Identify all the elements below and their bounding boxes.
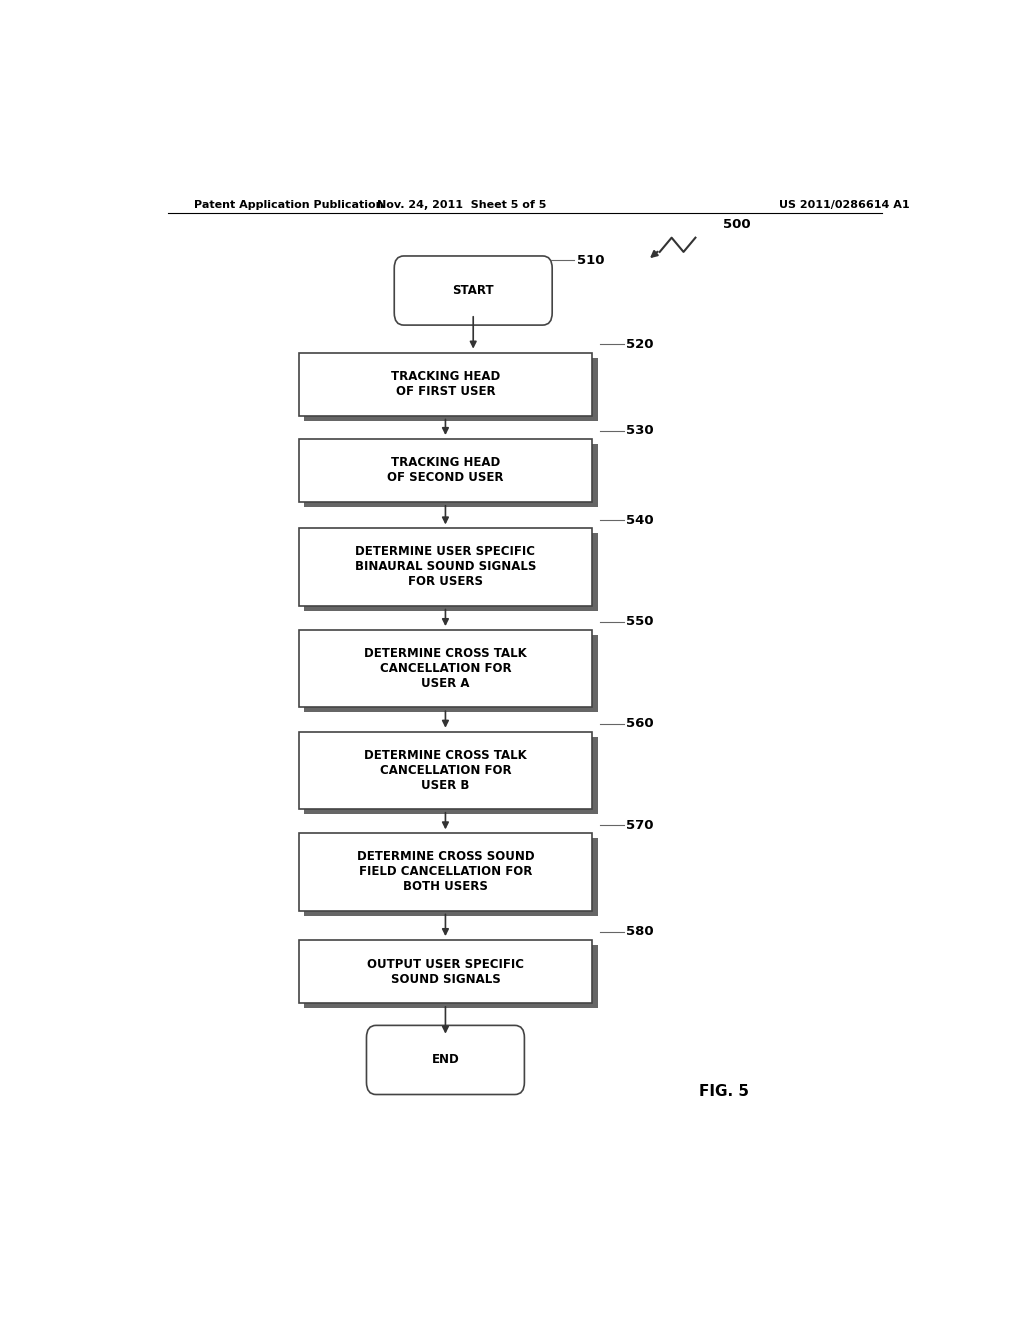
Text: 540: 540 — [627, 513, 654, 527]
Text: 580: 580 — [627, 925, 654, 939]
Text: DETERMINE CROSS TALK
CANCELLATION FOR
USER B: DETERMINE CROSS TALK CANCELLATION FOR US… — [365, 748, 526, 792]
Bar — [299, 731, 592, 809]
Bar — [299, 940, 592, 1003]
Text: TRACKING HEAD
OF SECOND USER: TRACKING HEAD OF SECOND USER — [387, 457, 504, 484]
Bar — [299, 440, 592, 502]
FancyBboxPatch shape — [394, 256, 552, 325]
Bar — [299, 630, 592, 708]
Text: 500: 500 — [723, 218, 751, 231]
Text: US 2011/0286614 A1: US 2011/0286614 A1 — [778, 201, 909, 210]
Bar — [299, 352, 592, 416]
Text: END: END — [431, 1053, 460, 1067]
Text: TRACKING HEAD
OF FIRST USER: TRACKING HEAD OF FIRST USER — [391, 370, 500, 399]
Text: DETERMINE CROSS SOUND
FIELD CANCELLATION FOR
BOTH USERS: DETERMINE CROSS SOUND FIELD CANCELLATION… — [356, 850, 535, 894]
Text: 520: 520 — [627, 338, 654, 351]
Bar — [304, 358, 598, 421]
Bar — [299, 833, 592, 911]
Bar — [304, 444, 598, 507]
Bar — [304, 533, 598, 611]
FancyBboxPatch shape — [367, 1026, 524, 1094]
Text: 550: 550 — [627, 615, 654, 628]
Text: FIG. 5: FIG. 5 — [699, 1084, 750, 1100]
Text: 570: 570 — [627, 818, 654, 832]
Bar — [304, 945, 598, 1008]
Text: Patent Application Publication: Patent Application Publication — [194, 201, 383, 210]
Text: DETERMINE USER SPECIFIC
BINAURAL SOUND SIGNALS
FOR USERS: DETERMINE USER SPECIFIC BINAURAL SOUND S… — [354, 545, 537, 589]
Text: 560: 560 — [627, 717, 654, 730]
Text: 530: 530 — [627, 424, 654, 437]
Text: Nov. 24, 2011  Sheet 5 of 5: Nov. 24, 2011 Sheet 5 of 5 — [377, 201, 546, 210]
Text: 510: 510 — [577, 253, 604, 267]
Bar — [304, 737, 598, 814]
Text: START: START — [453, 284, 494, 297]
Bar — [299, 528, 592, 606]
Text: DETERMINE CROSS TALK
CANCELLATION FOR
USER A: DETERMINE CROSS TALK CANCELLATION FOR US… — [365, 647, 526, 690]
Bar — [304, 635, 598, 713]
Text: OUTPUT USER SPECIFIC
SOUND SIGNALS: OUTPUT USER SPECIFIC SOUND SIGNALS — [367, 957, 524, 986]
Bar — [304, 838, 598, 916]
